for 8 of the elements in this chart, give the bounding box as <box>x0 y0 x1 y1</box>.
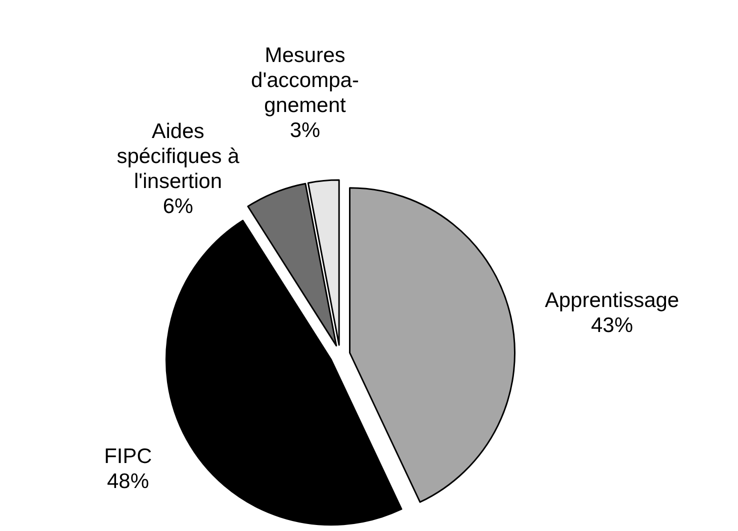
slice-label: Mesures d'accompa-gnement <box>251 44 359 117</box>
slice-label: Apprentissage <box>544 288 680 312</box>
data-label: 6% <box>162 194 194 218</box>
data-label: 3% <box>290 118 320 142</box>
data-label: 48% <box>106 470 150 493</box>
slice-label: Aides spécifiques à l'insertion <box>116 120 240 193</box>
slice-label: FIPC <box>104 444 152 468</box>
data-label: 43% <box>590 314 634 337</box>
